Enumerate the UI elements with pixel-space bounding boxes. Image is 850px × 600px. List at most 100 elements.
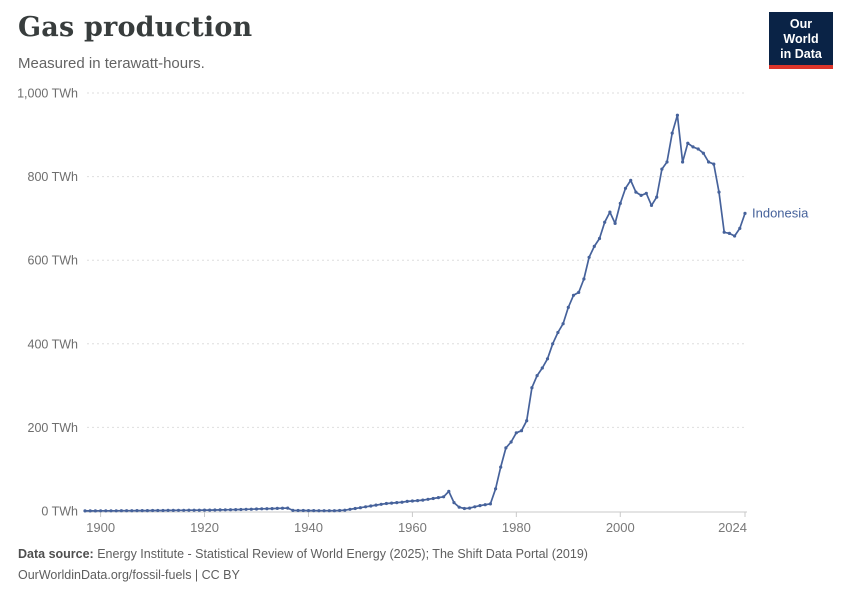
data-point-marker[interactable] (665, 160, 669, 164)
data-point-marker[interactable] (322, 509, 326, 513)
data-point-marker[interactable] (218, 508, 222, 512)
data-point-marker[interactable] (416, 499, 420, 503)
data-point-marker[interactable] (478, 504, 482, 508)
data-point-marker[interactable] (171, 508, 175, 512)
data-point-marker[interactable] (696, 147, 700, 151)
data-point-marker[interactable] (291, 508, 295, 512)
data-point-marker[interactable] (722, 230, 726, 234)
data-point-marker[interactable] (499, 465, 503, 469)
data-point-marker[interactable] (93, 509, 97, 513)
data-point-marker[interactable] (145, 509, 149, 513)
data-point-marker[interactable] (561, 322, 565, 326)
data-point-marker[interactable] (691, 145, 695, 149)
data-point-marker[interactable] (483, 503, 487, 507)
data-point-marker[interactable] (244, 507, 248, 511)
data-point-marker[interactable] (151, 508, 155, 513)
data-point-marker[interactable] (525, 419, 529, 423)
data-point-marker[interactable] (99, 509, 103, 513)
data-point-marker[interactable] (187, 508, 191, 512)
data-point-marker[interactable] (286, 506, 290, 510)
data-point-marker[interactable] (494, 487, 498, 491)
data-point-marker[interactable] (701, 151, 706, 155)
data-point-marker[interactable] (436, 496, 440, 500)
data-point-marker[interactable] (197, 508, 201, 512)
data-point-marker[interactable] (369, 504, 373, 508)
data-point-marker[interactable] (457, 505, 461, 509)
data-point-marker[interactable] (249, 507, 253, 511)
series-label-indonesia[interactable]: Indonesia (752, 205, 809, 220)
data-point-marker[interactable] (270, 507, 274, 511)
data-point-marker[interactable] (582, 277, 586, 281)
data-point-marker[interactable] (738, 226, 742, 230)
data-point-marker[interactable] (639, 193, 643, 197)
data-point-marker[interactable] (119, 509, 123, 513)
data-point-marker[interactable] (312, 509, 316, 513)
data-point-marker[interactable] (623, 186, 628, 190)
data-point-marker[interactable] (421, 498, 425, 502)
data-point-marker[interactable] (410, 499, 414, 503)
data-point-marker[interactable] (587, 255, 591, 259)
data-point-marker[interactable] (130, 509, 134, 513)
data-point-marker[interactable] (727, 231, 732, 235)
data-point-marker[interactable] (109, 509, 113, 513)
data-point-marker[interactable] (306, 509, 311, 513)
data-point-marker[interactable] (473, 505, 477, 509)
data-point-marker[interactable] (395, 501, 399, 505)
data-point-marker[interactable] (114, 509, 118, 513)
data-point-marker[interactable] (566, 305, 570, 309)
data-point-marker[interactable] (348, 507, 352, 511)
data-point-marker[interactable] (540, 366, 544, 370)
data-point-marker[interactable] (442, 495, 446, 499)
data-point-marker[interactable] (327, 509, 331, 513)
data-point-marker[interactable] (551, 342, 555, 346)
data-point-marker[interactable] (280, 506, 285, 510)
data-point-marker[interactable] (104, 509, 108, 513)
data-point-marker[interactable] (140, 509, 144, 513)
data-point-marker[interactable] (296, 508, 300, 513)
data-point-marker[interactable] (234, 508, 238, 512)
data-point-marker[interactable] (202, 508, 207, 512)
data-point-marker[interactable] (83, 509, 87, 513)
data-point-marker[interactable] (192, 508, 196, 512)
data-point-marker[interactable] (374, 503, 378, 507)
data-point-marker[interactable] (208, 508, 212, 512)
data-point-marker[interactable] (675, 113, 680, 117)
data-point-marker[interactable] (338, 508, 342, 513)
data-point-marker[interactable] (577, 290, 581, 294)
data-point-marker[interactable] (649, 203, 654, 207)
data-point-marker[interactable] (254, 507, 259, 511)
data-point-marker[interactable] (156, 508, 160, 513)
data-point-marker[interactable] (447, 489, 451, 493)
data-point-marker[interactable] (629, 178, 633, 182)
license-line[interactable]: OurWorldinData.org/fossil-fuels | CC BY (18, 568, 240, 582)
data-point-marker[interactable] (343, 508, 347, 512)
data-point-marker[interactable] (265, 507, 269, 511)
data-point-marker[interactable] (556, 330, 560, 335)
data-point-marker[interactable] (655, 195, 659, 199)
data-point-marker[interactable] (488, 502, 492, 506)
data-point-marker[interactable] (358, 506, 362, 510)
data-point-marker[interactable] (405, 499, 409, 503)
data-point-marker[interactable] (608, 210, 612, 214)
data-point-marker[interactable] (239, 507, 243, 512)
data-point-marker[interactable] (535, 374, 539, 378)
data-point-marker[interactable] (431, 496, 435, 501)
data-point-marker[interactable] (660, 167, 664, 171)
data-point-marker[interactable] (717, 190, 721, 194)
data-point-marker[interactable] (743, 211, 747, 215)
data-point-marker[interactable] (634, 190, 638, 194)
data-point-marker[interactable] (88, 509, 92, 513)
data-point-marker[interactable] (571, 293, 576, 297)
data-point-marker[interactable] (452, 501, 456, 505)
data-point-marker[interactable] (603, 220, 607, 224)
data-point-marker[interactable] (597, 236, 602, 241)
data-point-marker[interactable] (468, 506, 472, 510)
data-point-marker[interactable] (182, 508, 186, 512)
data-point-marker[interactable] (618, 201, 622, 205)
data-point-marker[interactable] (670, 131, 674, 135)
data-point-marker[interactable] (384, 501, 388, 506)
data-point-marker[interactable] (400, 500, 404, 504)
data-point-marker[interactable] (462, 506, 466, 511)
data-point-marker[interactable] (166, 508, 170, 512)
data-point-marker[interactable] (509, 440, 513, 444)
